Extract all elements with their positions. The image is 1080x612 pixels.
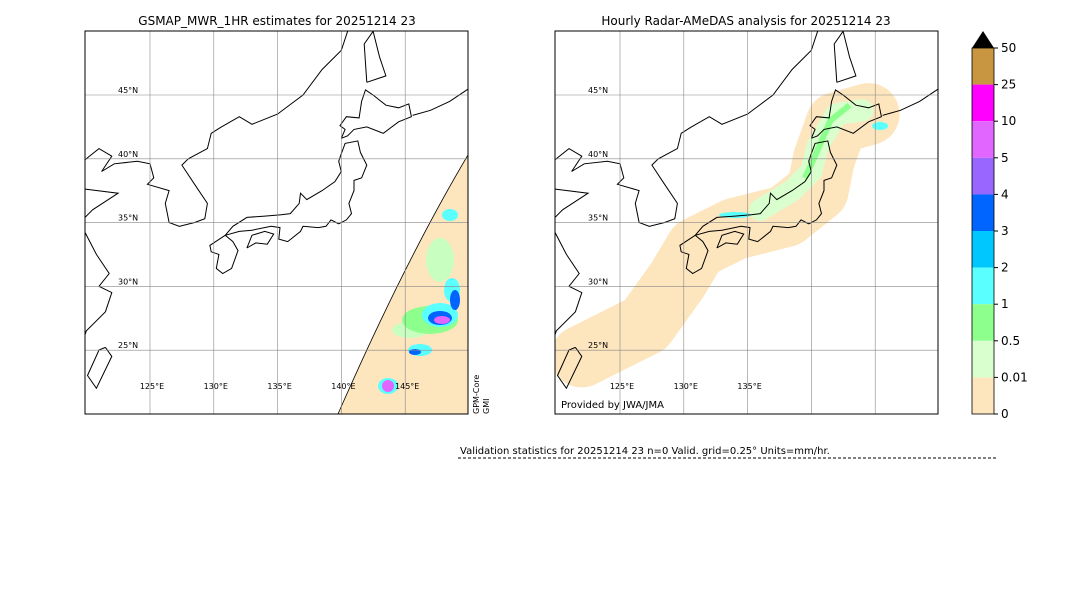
map-frame [84, 30, 469, 415]
rain-area [872, 122, 888, 130]
coastline [809, 89, 882, 139]
map-left [85, 31, 468, 414]
colorbar-segment [972, 157, 994, 195]
coastline [716, 230, 745, 249]
map-title: GSMAP_MWR_1HR estimates for 20251214 23 [138, 14, 415, 28]
lat-label: 25°N [118, 341, 138, 350]
sensor-label: GPM-Core [472, 375, 481, 414]
coastline [246, 230, 275, 249]
colorbar-label: 1 [1001, 297, 1009, 311]
colorbar-label: 4 [1001, 187, 1009, 201]
coastline [363, 31, 387, 83]
rain-area [450, 290, 460, 310]
lon-label: 145°E [395, 382, 419, 391]
colorbar-label: 5 [1001, 151, 1009, 165]
colorbar-segment [972, 267, 994, 305]
colorbar: 50 25 10 5 4 3 2 1 0.5 0.01 0 [971, 31, 1028, 421]
coastline [694, 140, 838, 243]
colorbar-segment [972, 194, 994, 231]
lat-label: 45°N [118, 86, 138, 95]
lat-label: 30°N [118, 277, 138, 286]
colorbar-label: 10 [1001, 114, 1016, 128]
coastline [555, 188, 590, 337]
lon-label: 130°E [674, 382, 698, 391]
colorbar-label: 0.5 [1001, 334, 1020, 348]
colorbar-label: 3 [1001, 224, 1009, 238]
rain-area [442, 209, 458, 221]
colorbar-extend [972, 31, 994, 48]
colorbar-segment [972, 84, 994, 122]
colorbar-segment [972, 121, 994, 158]
colorbar-segment [972, 340, 994, 378]
lat-label: 40°N [588, 150, 608, 159]
lon-label: 135°E [267, 382, 291, 391]
rain-area [382, 380, 394, 392]
coastline [556, 346, 583, 390]
lon-label: 125°E [140, 382, 164, 391]
rain-area [409, 349, 421, 355]
coastline [412, 88, 468, 116]
map-title: Hourly Radar-AMeDAS analysis for 2025121… [601, 14, 890, 28]
colorbar-label: 0.01 [1001, 370, 1028, 384]
lat-label: 35°N [118, 214, 138, 223]
coastline [86, 346, 113, 390]
coastline [555, 31, 819, 227]
lat-label: 45°N [588, 86, 608, 95]
coastline [209, 234, 239, 275]
lon-label: 140°E [331, 382, 355, 391]
validation-text: Validation statistics for 20251214 23 n=… [460, 446, 830, 457]
colorbar-segment [972, 304, 994, 341]
colorbar-label: 0 [1001, 407, 1009, 421]
credit: Provided by JWA/JMA [561, 400, 664, 411]
coastline [833, 31, 857, 83]
colorbar-segment [972, 48, 994, 85]
coastline [85, 31, 349, 227]
map-right [555, 31, 938, 414]
lon-label: 135°E [737, 382, 761, 391]
map-frame [554, 30, 939, 415]
lat-label: 35°N [588, 214, 608, 223]
lat-label: 40°N [118, 150, 138, 159]
rain-area [426, 238, 454, 282]
colorbar-label: 25 [1001, 78, 1016, 92]
lat-label: 30°N [588, 277, 608, 286]
colorbar-label: 50 [1001, 41, 1016, 55]
colorbar-segment [972, 377, 994, 414]
coastline [224, 140, 368, 243]
colorbar-segment [972, 231, 994, 268]
rain-area [434, 316, 450, 324]
lon-label: 130°E [204, 382, 228, 391]
coastline [85, 188, 120, 337]
coastline [339, 89, 412, 139]
lat-label: 25°N [588, 341, 608, 350]
coastline [679, 234, 709, 275]
rain-area [802, 102, 852, 180]
rain-swath [337, 154, 468, 414]
sensor-label: GMI [482, 399, 491, 414]
colorbar-label: 2 [1001, 261, 1009, 275]
lon-label: 125°E [610, 382, 634, 391]
